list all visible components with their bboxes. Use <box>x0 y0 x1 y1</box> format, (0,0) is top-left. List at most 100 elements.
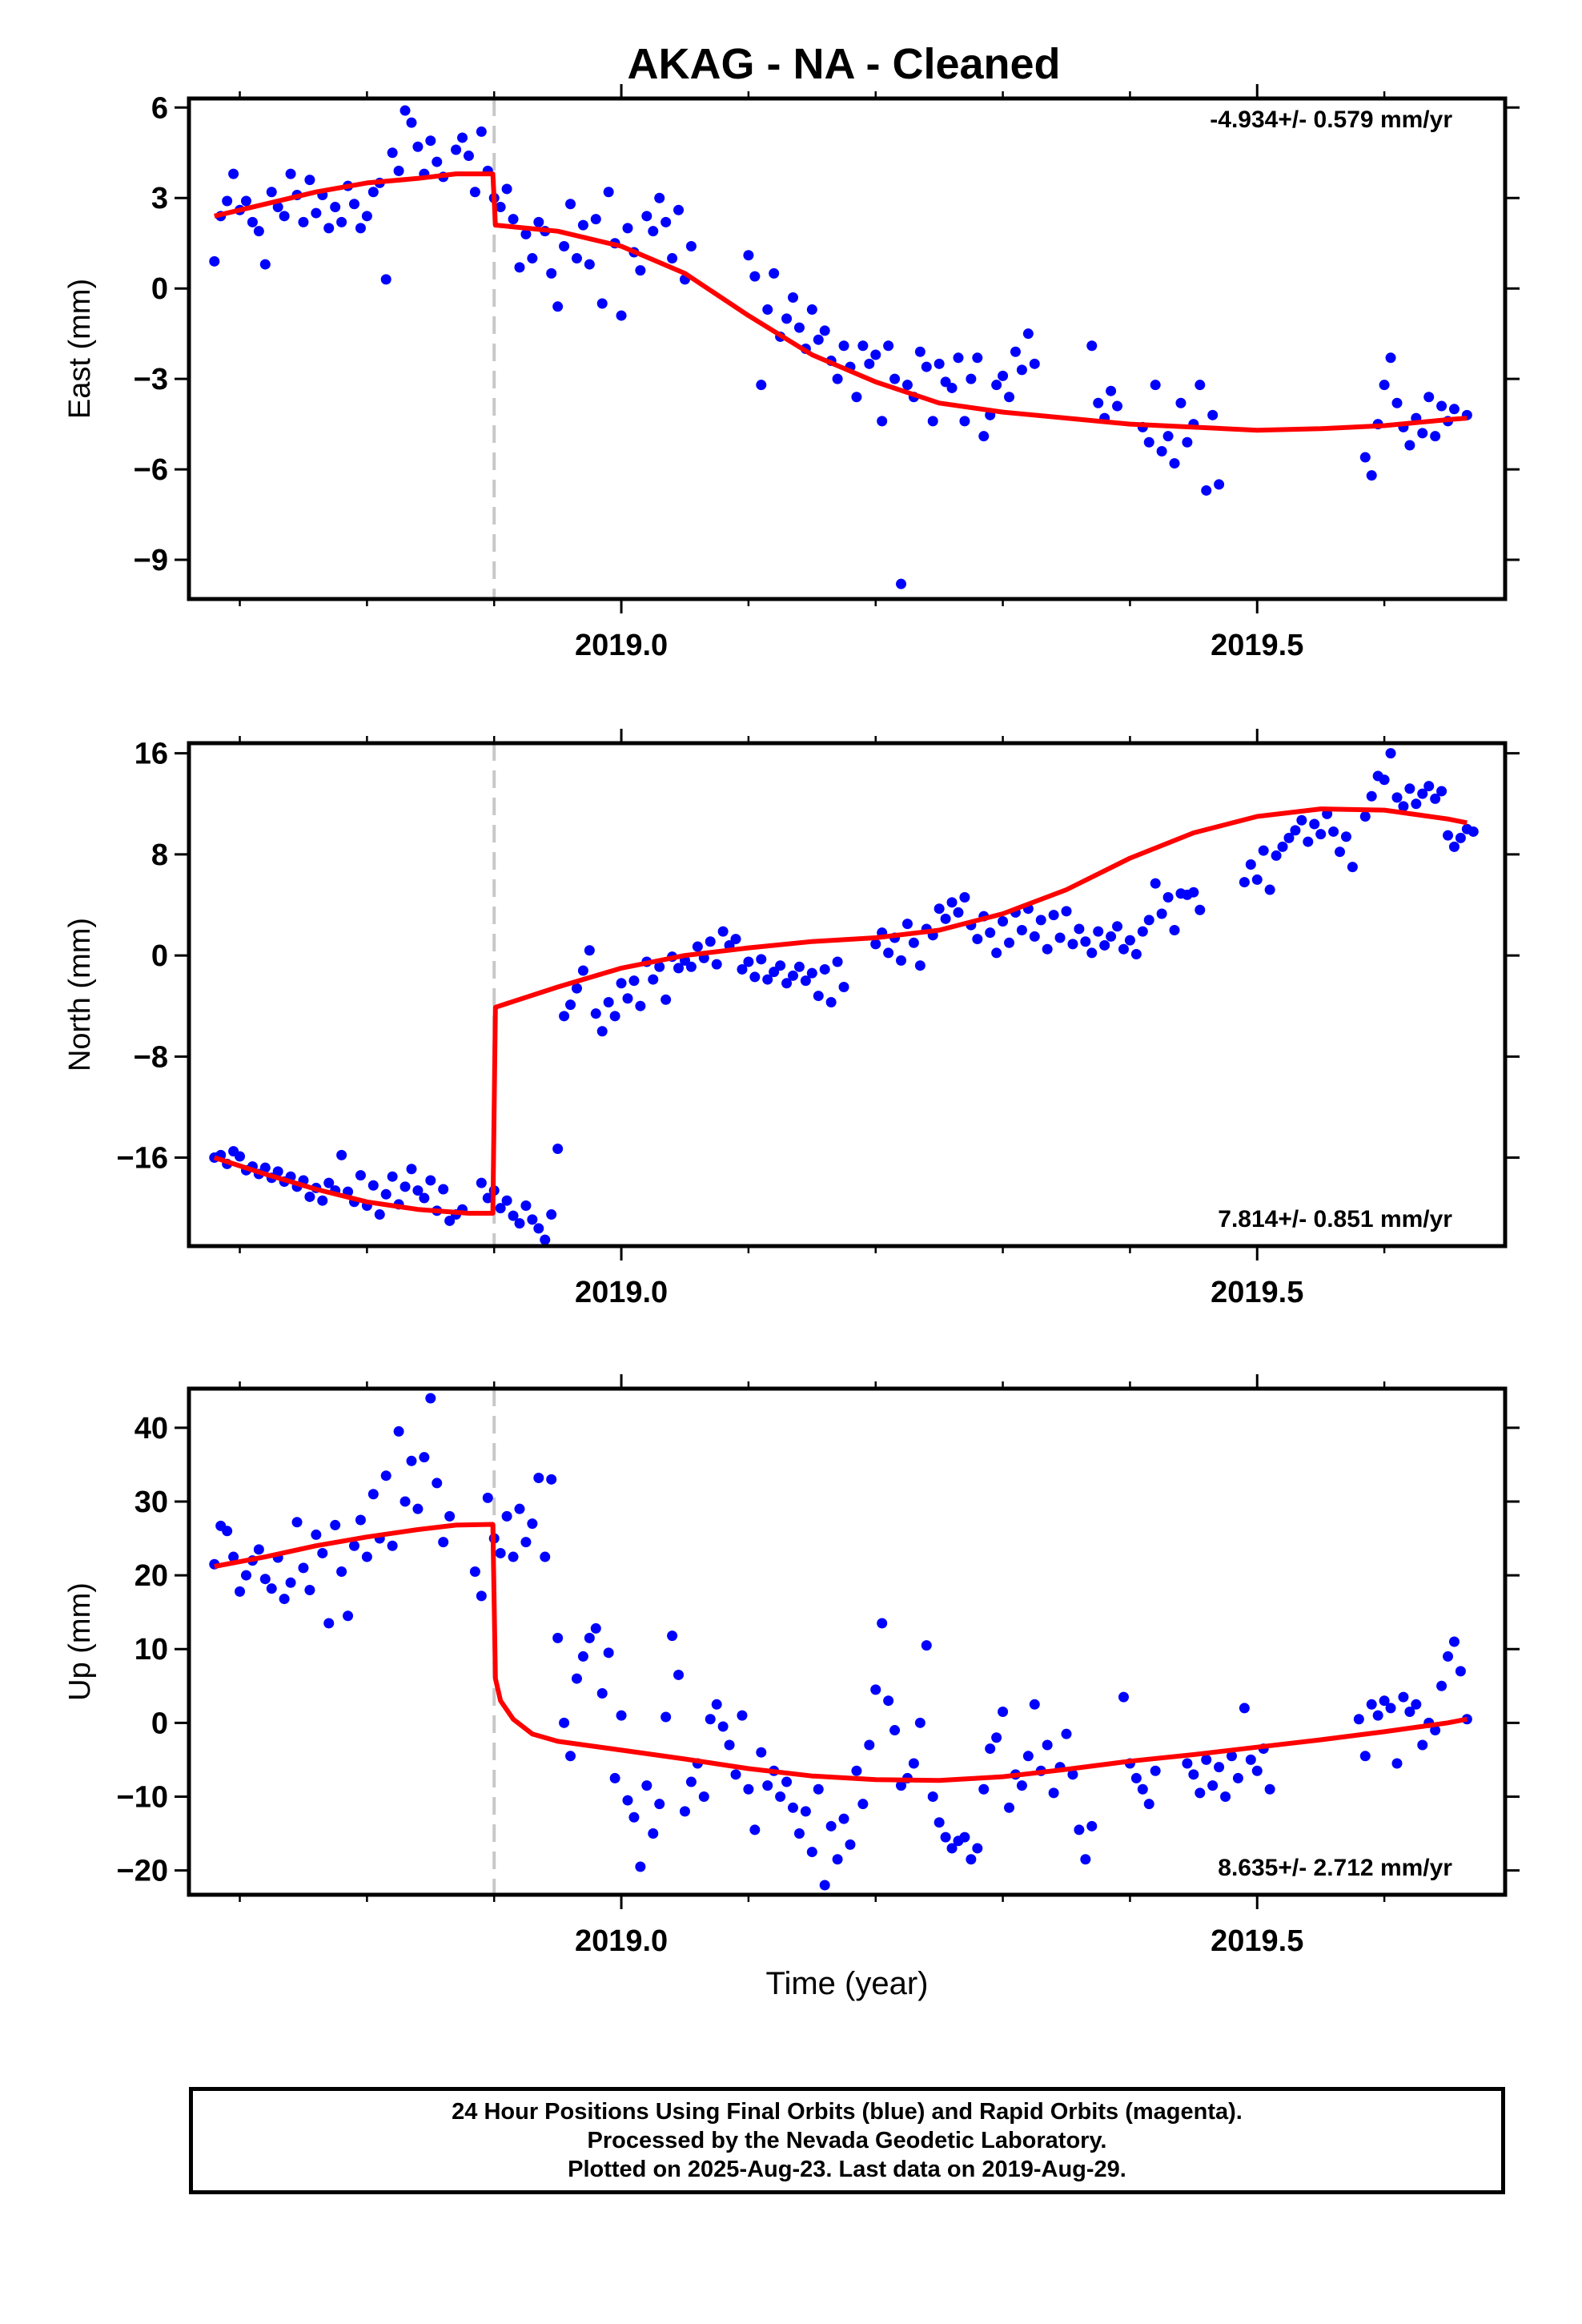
data-point <box>1277 841 1288 852</box>
data-point <box>380 1470 391 1482</box>
data-point <box>1029 931 1040 942</box>
data-point <box>838 982 849 993</box>
data-point <box>1188 887 1199 898</box>
data-point <box>813 1783 824 1795</box>
data-point <box>590 214 601 225</box>
data-point <box>1029 1699 1040 1710</box>
data-point <box>1048 910 1059 921</box>
data-point <box>896 955 907 966</box>
data-point <box>552 1144 564 1155</box>
data-point <box>685 961 697 972</box>
data-point <box>1448 1636 1460 1647</box>
data-point <box>336 216 347 227</box>
data-point <box>559 240 570 251</box>
y-tick-label: −6 <box>134 453 168 487</box>
data-point <box>444 1215 456 1226</box>
data-points <box>209 105 1472 589</box>
data-point <box>1074 1824 1085 1835</box>
data-point <box>1417 428 1428 439</box>
data-point <box>1048 1787 1059 1799</box>
data-point <box>1042 943 1053 955</box>
data-point <box>400 1496 411 1507</box>
data-point <box>527 1518 538 1530</box>
data-point <box>1303 836 1314 847</box>
data-point <box>603 187 614 198</box>
data-point <box>998 1707 1009 1718</box>
data-point <box>1340 831 1351 842</box>
data-point <box>1404 440 1415 451</box>
data-point <box>1169 458 1180 469</box>
y-tick-label: 3 <box>151 182 168 215</box>
data-point <box>348 1540 359 1551</box>
data-point <box>1366 1699 1377 1710</box>
x-tick-label: 2019.5 <box>1211 1276 1303 1309</box>
data-point <box>590 1008 601 1019</box>
data-point <box>1150 380 1161 391</box>
data-points <box>209 1393 1472 1891</box>
data-point <box>584 259 595 270</box>
data-point <box>934 1817 945 1828</box>
data-point <box>425 135 436 147</box>
data-point <box>1245 858 1256 870</box>
data-point <box>1436 400 1447 412</box>
data-point <box>1379 380 1390 391</box>
data-point <box>1112 921 1123 932</box>
data-point <box>336 1566 347 1577</box>
data-point <box>1251 874 1263 885</box>
x-tick-label: 2019.0 <box>575 1276 668 1309</box>
data-point <box>946 1843 958 1854</box>
trend-fit-line <box>214 1522 1468 1783</box>
data-point <box>806 304 817 316</box>
data-point <box>743 1783 754 1795</box>
data-point <box>749 971 761 983</box>
data-point <box>285 168 296 179</box>
y-tick-label: 10 <box>135 1633 168 1667</box>
data-point <box>222 1526 233 1537</box>
data-point <box>870 349 881 360</box>
data-point <box>1150 1765 1161 1776</box>
data-point <box>622 223 633 234</box>
data-point <box>705 1714 716 1725</box>
data-point <box>991 947 1002 959</box>
data-point <box>317 1547 328 1558</box>
data-point <box>654 192 665 203</box>
data-point <box>1430 1725 1441 1736</box>
data-point <box>749 1824 761 1835</box>
data-point <box>635 1861 646 1872</box>
data-point <box>1169 925 1180 936</box>
data-point <box>1162 892 1174 903</box>
data-point <box>749 271 761 282</box>
data-point <box>240 1570 251 1581</box>
data-point <box>1016 1780 1027 1791</box>
data-point <box>1379 1695 1390 1707</box>
data-point <box>469 187 480 198</box>
data-point <box>514 1218 525 1229</box>
data-point <box>628 1811 640 1823</box>
data-point <box>432 156 443 167</box>
data-point <box>533 1223 544 1234</box>
data-point <box>1379 774 1390 786</box>
data-point <box>520 228 532 239</box>
data-point <box>476 1177 487 1188</box>
data-point <box>540 1234 551 1245</box>
data-point <box>304 1191 315 1202</box>
data-point <box>1359 811 1371 822</box>
data-point <box>737 963 748 975</box>
data-point <box>1022 328 1034 340</box>
data-point <box>730 934 741 945</box>
data-point <box>793 322 805 333</box>
data-point <box>769 267 780 279</box>
data-point <box>1061 1728 1072 1739</box>
data-point <box>972 1843 983 1854</box>
data-point <box>1245 1754 1256 1765</box>
data-point <box>565 999 576 1011</box>
x-tick-label: 2019.5 <box>1211 1924 1303 1958</box>
data-point <box>991 380 1002 391</box>
data-point <box>387 1540 398 1551</box>
data-point <box>482 1492 493 1503</box>
data-point <box>1411 798 1422 810</box>
data-point <box>813 334 824 345</box>
data-point <box>692 941 703 952</box>
data-point <box>762 304 773 316</box>
data-point <box>285 1577 296 1588</box>
